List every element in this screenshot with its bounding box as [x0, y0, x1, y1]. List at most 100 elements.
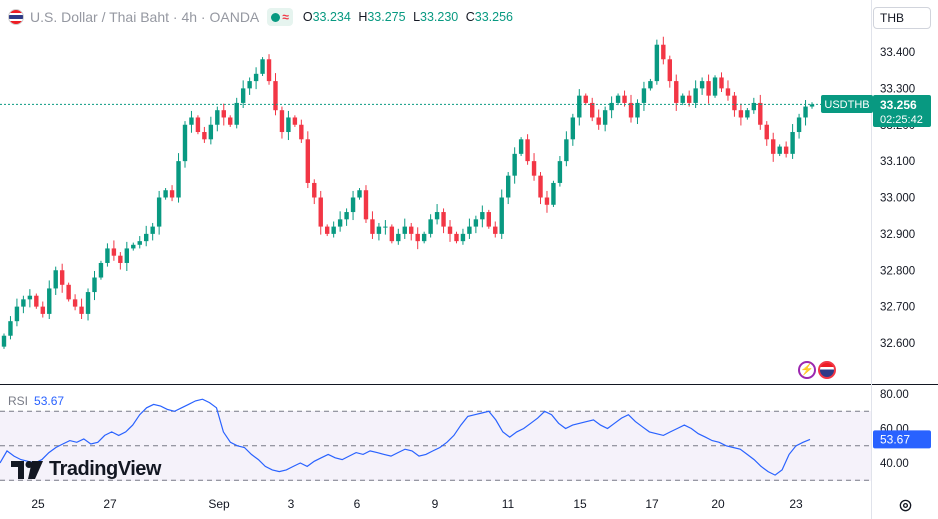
candle-body [357, 190, 362, 198]
candle-body [8, 321, 13, 336]
candle-body [654, 44, 660, 82]
candle-body [609, 102, 614, 111]
candle-body [72, 299, 78, 307]
symbol-badge-text: USDTHB [824, 99, 869, 111]
us-flag-event-icon[interactable] [818, 361, 836, 379]
candle-body [286, 117, 291, 133]
price-tick-label: 32.700 [880, 302, 915, 314]
candle-body [544, 197, 550, 205]
wave-icon: ≈ [282, 10, 289, 24]
candle-body [363, 190, 369, 220]
candle-body [234, 102, 239, 125]
candle-body [809, 104, 815, 107]
candle-body [383, 226, 388, 228]
currency-selector[interactable]: THB [873, 7, 931, 29]
candle-body [409, 226, 414, 234]
candle-body [628, 102, 634, 118]
time-tick-label: Sep [208, 497, 230, 511]
candle-body [771, 139, 776, 154]
candle-body [376, 226, 382, 234]
candle-body [98, 262, 104, 278]
tradingview-mark-icon [11, 460, 43, 479]
price-tick-label: 33.300 [880, 83, 915, 95]
candle-body [202, 132, 207, 140]
candle-body [53, 270, 58, 289]
candle-body [215, 110, 220, 125]
candle-body [557, 161, 563, 183]
high-value: 33.275 [367, 10, 406, 24]
candle-body [221, 110, 226, 118]
candle-body [641, 88, 647, 103]
rsi-label: RSI [8, 394, 29, 408]
candle-body [337, 219, 343, 227]
candle-body [525, 139, 530, 162]
candle-body [686, 95, 692, 103]
time-tick-label: 17 [645, 497, 659, 511]
candle-body [228, 117, 233, 125]
candle-body [725, 88, 731, 96]
candle-body [564, 139, 569, 162]
candle-body [266, 59, 272, 82]
tradingview-logo[interactable]: TradingView [11, 458, 161, 481]
candle-body [493, 226, 498, 234]
candle-body [299, 124, 304, 140]
candle-body [27, 295, 33, 300]
candle-body [596, 117, 601, 125]
candle-body [712, 77, 718, 96]
candle-body [577, 95, 582, 118]
candle-body [396, 233, 401, 242]
symbol-title[interactable]: U.S. Dollar / Thai Baht · 4h · OANDA [30, 9, 260, 25]
candle-body [421, 233, 427, 242]
time-tick-label: 9 [432, 497, 439, 511]
rsi-legend-value: 53.67 [34, 394, 65, 408]
rsi-legend[interactable]: RSI 53.67 [8, 394, 64, 408]
candle-body [292, 117, 298, 125]
candle-body [34, 295, 39, 307]
price-tick-label: 32.800 [880, 265, 915, 277]
market-status-badge[interactable]: ≈ [267, 8, 293, 26]
candle-body [305, 139, 311, 183]
candle-body [622, 95, 627, 103]
price-tick-label: 33.000 [880, 193, 915, 205]
candle-body [318, 197, 323, 227]
candle-body [21, 299, 26, 307]
us-thai-flag-icon [8, 9, 24, 25]
candle-body [518, 139, 524, 154]
candle-body [590, 102, 595, 118]
candle-body [674, 81, 679, 103]
candle-body [1, 335, 7, 347]
candle-body [732, 95, 737, 111]
candle-body [14, 306, 20, 322]
candle-body [803, 106, 808, 118]
candle-body [273, 81, 278, 111]
time-tick-label: 25 [31, 497, 45, 511]
candle-body [777, 146, 782, 154]
last-price-badge-price: 33.256 [880, 98, 917, 112]
lightning-icon[interactable]: ⚡ [798, 361, 816, 379]
candle-body [189, 117, 194, 125]
chart-header: U.S. Dollar / Thai Baht · 4h · OANDA ≈ O… [8, 8, 517, 26]
candle-body [790, 132, 795, 154]
time-tick-label: 23 [789, 497, 803, 511]
candle-body [240, 88, 246, 103]
candle-body [751, 102, 757, 111]
ohlc-values: O33.234 H33.275 L33.230 C33.256 [302, 10, 513, 24]
axes: 33.40033.30033.20033.10033.00032.90032.8… [31, 47, 915, 511]
candle-body [402, 226, 407, 234]
candle-body [745, 110, 750, 118]
settings-gear-icon[interactable] [898, 498, 913, 513]
rsi-pane [0, 398, 811, 476]
time-tick-label: 27 [103, 497, 117, 511]
candle-body [156, 197, 162, 227]
rsi-line [0, 398, 811, 476]
candle-body [447, 226, 453, 234]
candle-body [764, 124, 769, 140]
open-value: 33.234 [312, 10, 351, 24]
rsi-tick-label: 80.00 [880, 389, 909, 401]
candle-body [370, 219, 375, 234]
candle-body [344, 212, 349, 220]
close-value: 33.256 [474, 10, 513, 24]
candle-body [428, 219, 433, 234]
candle-body [680, 95, 685, 103]
